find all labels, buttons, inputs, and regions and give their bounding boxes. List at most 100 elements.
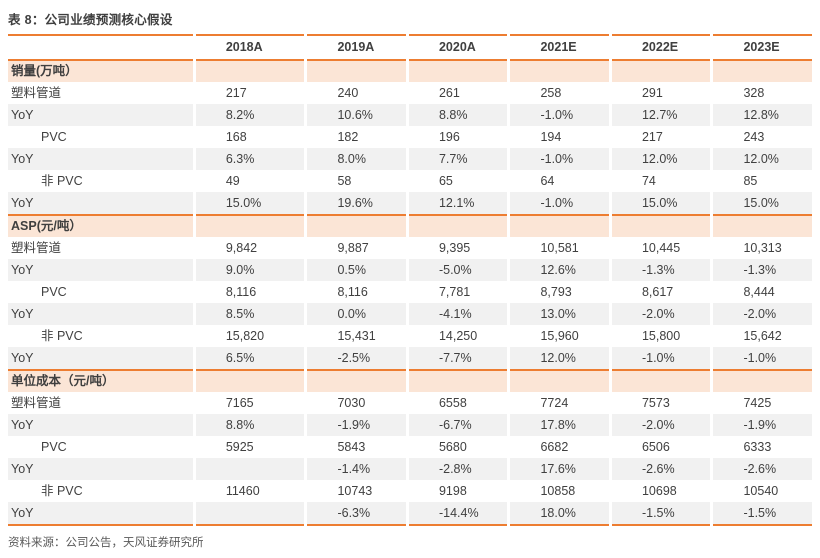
value-cell: -1.0% [510, 192, 609, 214]
value-cell: 10,445 [611, 237, 711, 259]
section-header-cell [195, 214, 305, 237]
section-header-cell [195, 369, 305, 392]
value-cell: 18.0% [510, 502, 609, 526]
column-header-2018A: 2018A [195, 34, 305, 59]
value-cell: 12.0% [510, 347, 609, 369]
table-row: YoY 6.5% -2.5% -7.7% 12.0% -1.0% -1.0% [8, 347, 812, 369]
value-cell: 12.7% [611, 104, 711, 126]
section-header-cell [408, 59, 508, 82]
table-row: PVC 168 182 196 194 217 243 [8, 126, 812, 148]
value-cell: 15,820 [195, 325, 305, 347]
value-cell: 65 [408, 170, 508, 192]
value-cell: 10858 [510, 480, 609, 502]
value-cell: -2.6% [713, 458, 812, 480]
value-cell: 15,960 [510, 325, 609, 347]
value-cell: -14.4% [408, 502, 508, 526]
value-cell: 74 [611, 170, 711, 192]
value-cell: 194 [510, 126, 609, 148]
row-label: YoY [8, 192, 193, 214]
row-label: 塑料管道 [8, 237, 193, 259]
value-cell: -2.6% [611, 458, 711, 480]
value-cell: 15.0% [713, 192, 812, 214]
value-cell: 9,842 [195, 237, 305, 259]
row-label: PVC [8, 126, 193, 148]
row-label: 塑料管道 [8, 392, 193, 414]
value-cell: -2.8% [408, 458, 508, 480]
value-cell: 8,617 [611, 281, 711, 303]
table-row: YoY 9.0% 0.5% -5.0% 12.6% -1.3% -1.3% [8, 259, 812, 281]
row-label: 塑料管道 [8, 82, 193, 104]
value-cell [195, 502, 305, 526]
value-cell: -1.5% [713, 502, 812, 526]
value-cell: 14,250 [408, 325, 508, 347]
value-cell: 6.3% [195, 148, 305, 170]
value-cell: 9,395 [408, 237, 508, 259]
value-cell: -1.0% [713, 347, 812, 369]
column-header-2021E: 2021E [510, 34, 609, 59]
source-note: 资料来源：公司公告，天风证券研究所 [8, 537, 204, 549]
value-cell: 328 [713, 82, 812, 104]
value-cell: 5925 [195, 436, 305, 458]
row-label: YoY [8, 414, 193, 436]
value-cell: 19.6% [307, 192, 406, 214]
section-header-cell [408, 214, 508, 237]
value-cell: 8,116 [195, 281, 305, 303]
value-cell: 8.8% [195, 414, 305, 436]
row-label: YoY [8, 458, 193, 480]
table-row: YoY 15.0% 19.6% 12.1% -1.0% 15.0% 15.0% [8, 192, 812, 214]
value-cell: 17.8% [510, 414, 609, 436]
row-label: PVC [8, 281, 193, 303]
section-header-cell [611, 59, 711, 82]
value-cell: 217 [195, 82, 305, 104]
value-cell: 258 [510, 82, 609, 104]
table-row: 非 PVC 11460 10743 9198 10858 10698 10540 [8, 480, 812, 502]
value-cell: 5843 [307, 436, 406, 458]
section-header-row: ASP(元/吨） [8, 214, 812, 237]
column-header-2020A: 2020A [408, 34, 508, 59]
value-cell: -1.4% [307, 458, 406, 480]
value-cell: 8.8% [408, 104, 508, 126]
value-cell: -1.0% [510, 148, 609, 170]
table-row: YoY -6.3% -14.4% 18.0% -1.5% -1.5% [8, 502, 812, 526]
value-cell: 6333 [713, 436, 812, 458]
value-cell: -1.3% [713, 259, 812, 281]
section-header-cell [307, 369, 406, 392]
value-cell: 85 [713, 170, 812, 192]
value-cell: 243 [713, 126, 812, 148]
value-cell: 12.0% [611, 148, 711, 170]
value-cell: -2.0% [611, 414, 711, 436]
table-row: 塑料管道 7165 7030 6558 7724 7573 7425 [8, 392, 812, 414]
value-cell: 10743 [307, 480, 406, 502]
section-header-cell [307, 59, 406, 82]
value-cell: 8,444 [713, 281, 812, 303]
value-cell: -6.3% [307, 502, 406, 526]
value-cell: 6558 [408, 392, 508, 414]
value-cell: -6.7% [408, 414, 508, 436]
value-cell: 7.7% [408, 148, 508, 170]
section-header-cell [713, 59, 812, 82]
table-row: 非 PVC 49 58 65 64 74 85 [8, 170, 812, 192]
value-cell: 10,581 [510, 237, 609, 259]
value-cell: 6.5% [195, 347, 305, 369]
value-cell: 7724 [510, 392, 609, 414]
row-label-column-header [8, 34, 193, 59]
table-row: 非 PVC 15,820 15,431 14,250 15,960 15,800 15,64… [8, 325, 812, 347]
row-label: 非 PVC [8, 480, 193, 502]
value-cell: 17.6% [510, 458, 609, 480]
value-cell: 8.0% [307, 148, 406, 170]
section-header-cell [611, 214, 711, 237]
value-cell: -1.9% [713, 414, 812, 436]
value-cell: -1.0% [611, 347, 711, 369]
value-cell: -4.1% [408, 303, 508, 325]
value-cell: 10698 [611, 480, 711, 502]
value-cell: 5680 [408, 436, 508, 458]
column-header-2023E: 2023E [713, 34, 812, 59]
value-cell: 6506 [611, 436, 711, 458]
section-header-cell [713, 369, 812, 392]
value-cell: -2.5% [307, 347, 406, 369]
value-cell: -1.3% [611, 259, 711, 281]
value-cell: -2.0% [713, 303, 812, 325]
row-label: PVC [8, 436, 193, 458]
table-row: YoY 6.3% 8.0% 7.7% -1.0% 12.0% 12.0% [8, 148, 812, 170]
table-row: YoY 8.5% 0.0% -4.1% 13.0% -2.0% -2.0% [8, 303, 812, 325]
